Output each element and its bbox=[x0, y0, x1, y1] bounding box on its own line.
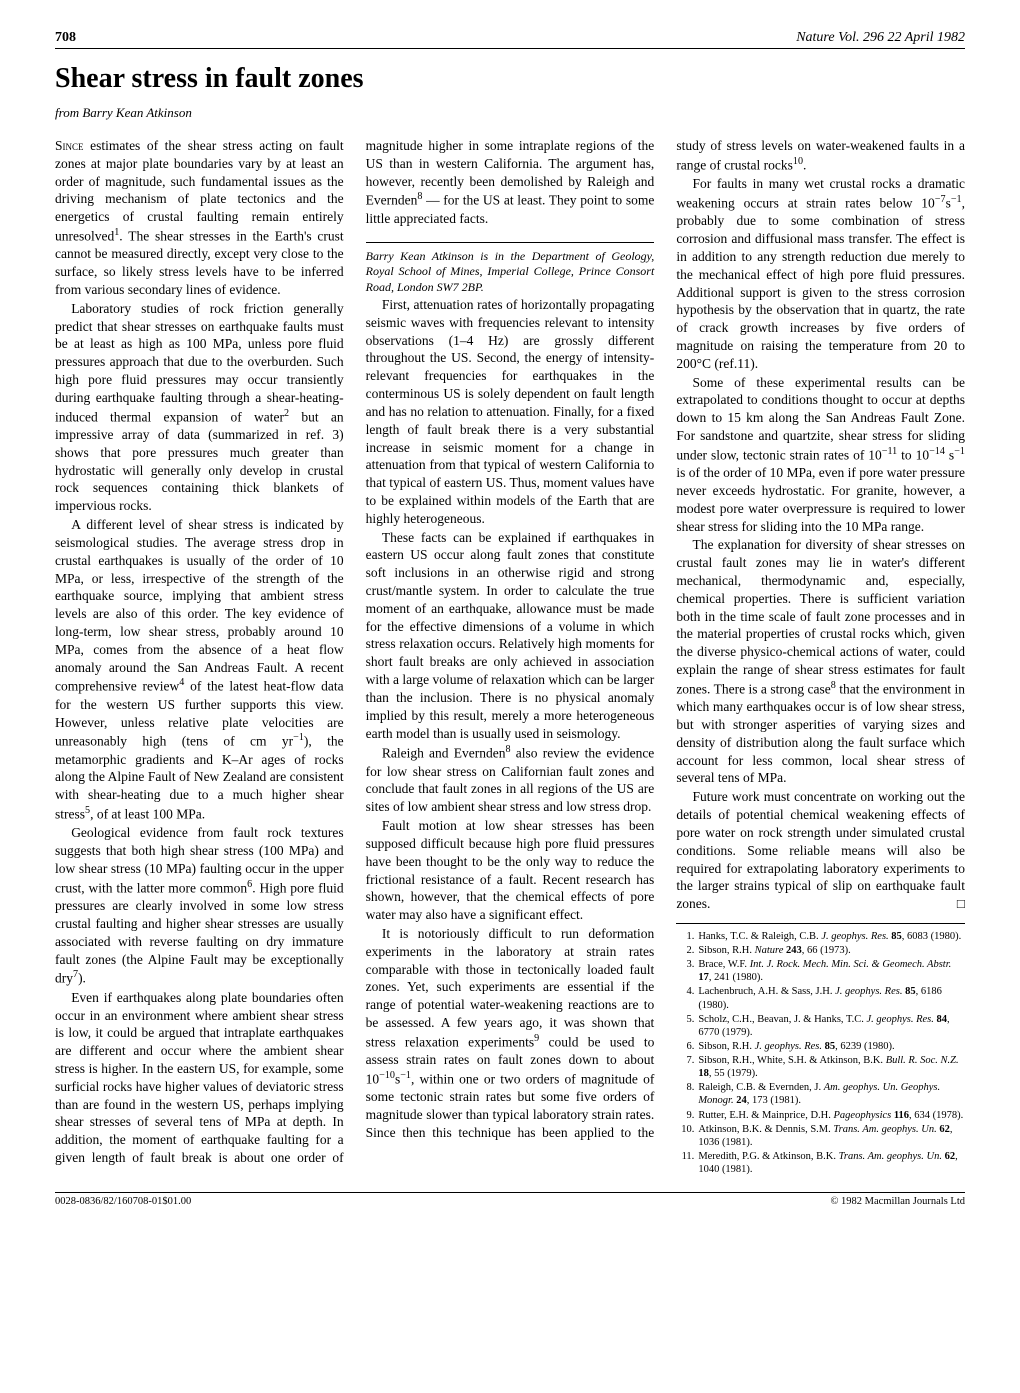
reference-item: 2.Sibson, R.H. Nature 243, 66 (1973). bbox=[676, 944, 965, 957]
reference-item: 10.Atkinson, B.K. & Dennis, S.M. Trans. … bbox=[676, 1123, 965, 1149]
reference-item: 3.Brace, W.F. Int. J. Rock. Mech. Min. S… bbox=[676, 958, 965, 984]
reference-item: 11.Meredith, P.G. & Atkinson, B.K. Trans… bbox=[676, 1150, 965, 1176]
page: 708 Nature Vol. 296 22 April 1982 Shear … bbox=[0, 0, 1020, 1237]
reference-item: 1.Hanks, T.C. & Raleigh, C.B. J. geophys… bbox=[676, 930, 965, 943]
footer-left: 0028-0836/82/160708-01$01.00 bbox=[55, 1196, 191, 1207]
body-paragraph: First, attenuation rates of horizontally… bbox=[366, 296, 655, 528]
reference-number: 7. bbox=[676, 1054, 698, 1080]
page-number: 708 bbox=[55, 30, 76, 46]
reference-number: 8. bbox=[676, 1081, 698, 1107]
reference-number: 9. bbox=[676, 1109, 698, 1122]
reference-text: Meredith, P.G. & Atkinson, B.K. Trans. A… bbox=[698, 1150, 965, 1176]
body-paragraph: These facts can be explained if earthqua… bbox=[366, 529, 655, 743]
reference-text: Sibson, R.H. Nature 243, 66 (1973). bbox=[698, 944, 965, 957]
references: 1.Hanks, T.C. & Raleigh, C.B. J. geophys… bbox=[676, 923, 965, 1176]
reference-item: 6.Sibson, R.H. J. geophys. Res. 85, 6239… bbox=[676, 1040, 965, 1053]
footer-right: © 1982 Macmillan Journals Ltd bbox=[830, 1196, 965, 1207]
reference-number: 5. bbox=[676, 1013, 698, 1039]
reference-number: 3. bbox=[676, 958, 698, 984]
journal-info: Nature Vol. 296 22 April 1982 bbox=[796, 30, 965, 46]
reference-text: Sibson, R.H. J. geophys. Res. 85, 6239 (… bbox=[698, 1040, 965, 1053]
body-paragraph: Some of these experimental results can b… bbox=[676, 374, 965, 536]
reference-text: Raleigh, C.B. & Evernden, J. Am. geophys… bbox=[698, 1081, 965, 1107]
reference-text: Rutter, E.H. & Mainprice, D.H. Pageophys… bbox=[698, 1109, 965, 1122]
body-columns: Since estimates of the shear stress acti… bbox=[55, 137, 965, 1176]
reference-text: Atkinson, B.K. & Dennis, S.M. Trans. Am.… bbox=[698, 1123, 965, 1149]
reference-text: Brace, W.F. Int. J. Rock. Mech. Min. Sci… bbox=[698, 958, 965, 984]
author-affiliation: Barry Kean Atkinson is in the Department… bbox=[366, 242, 655, 296]
reference-number: 1. bbox=[676, 930, 698, 943]
body-paragraph: A different level of shear stress is ind… bbox=[55, 516, 344, 823]
body-paragraph: For faults in many wet crustal rocks a d… bbox=[676, 175, 965, 372]
reference-text: Lachenbruch, A.H. & Sass, J.H. J. geophy… bbox=[698, 985, 965, 1011]
body-paragraph: The explanation for diversity of shear s… bbox=[676, 536, 965, 787]
article-byline: from Barry Kean Atkinson bbox=[55, 105, 965, 121]
reference-item: 8.Raleigh, C.B. & Evernden, J. Am. geoph… bbox=[676, 1081, 965, 1107]
body-paragraph: Raleigh and Evernden8 also review the ev… bbox=[366, 743, 655, 816]
reference-text: Scholz, C.H., Beavan, J. & Hanks, T.C. J… bbox=[698, 1013, 965, 1039]
reference-number: 4. bbox=[676, 985, 698, 1011]
reference-text: Sibson, R.H., White, S.H. & Atkinson, B.… bbox=[698, 1054, 965, 1080]
reference-number: 6. bbox=[676, 1040, 698, 1053]
running-header: 708 Nature Vol. 296 22 April 1982 bbox=[55, 30, 965, 49]
reference-number: 10. bbox=[676, 1123, 698, 1149]
article-title: Shear stress in fault zones bbox=[55, 63, 965, 95]
reference-text: Hanks, T.C. & Raleigh, C.B. J. geophys. … bbox=[698, 930, 965, 943]
page-footer: 0028-0836/82/160708-01$01.00 © 1982 Macm… bbox=[55, 1192, 965, 1207]
body-paragraph: Future work must concentrate on working … bbox=[676, 788, 965, 913]
body-paragraph: Since estimates of the shear stress acti… bbox=[55, 137, 344, 299]
reference-item: 9.Rutter, E.H. & Mainprice, D.H. Pageoph… bbox=[676, 1109, 965, 1122]
reference-number: 2. bbox=[676, 944, 698, 957]
reference-item: 5.Scholz, C.H., Beavan, J. & Hanks, T.C.… bbox=[676, 1013, 965, 1039]
reference-item: 7.Sibson, R.H., White, S.H. & Atkinson, … bbox=[676, 1054, 965, 1080]
body-paragraph: Fault motion at low shear stresses has b… bbox=[366, 817, 655, 924]
body-paragraph: Geological evidence from fault rock text… bbox=[55, 824, 344, 987]
reference-item: 4.Lachenbruch, A.H. & Sass, J.H. J. geop… bbox=[676, 985, 965, 1011]
body-paragraph: Laboratory studies of rock friction gene… bbox=[55, 300, 344, 515]
reference-number: 11. bbox=[676, 1150, 698, 1176]
